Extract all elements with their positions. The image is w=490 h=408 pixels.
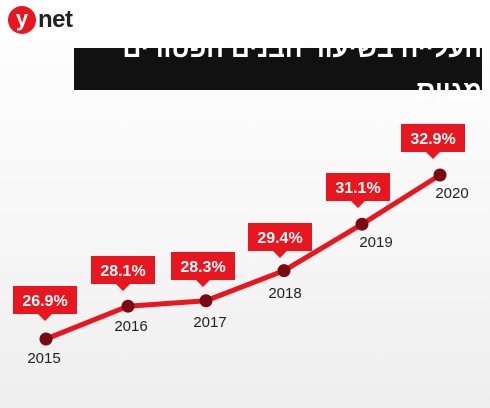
year-label-2018: 2018: [268, 285, 301, 302]
year-label-2019: 2019: [359, 234, 392, 251]
year-label-2015: 2015: [27, 350, 60, 367]
data-point-2015: [39, 332, 53, 346]
year-label-2020: 2020: [435, 185, 468, 202]
value-label-text: 32.9%: [410, 131, 455, 148]
year-label-2017: 2017: [193, 314, 226, 331]
data-point-2016: [121, 299, 135, 313]
data-point-2017: [199, 294, 213, 308]
value-label-2020: 32.9%: [401, 124, 465, 159]
data-point-2019: [355, 217, 369, 231]
value-label-box: [248, 223, 312, 258]
value-label-box: [401, 124, 465, 159]
data-point-2020: [433, 168, 447, 182]
logo-mark: y: [8, 6, 36, 34]
value-label-box: [91, 256, 155, 291]
value-label-text: 26.9%: [22, 293, 67, 310]
value-label-2018: 29.4%: [248, 223, 312, 258]
logo-text: net: [38, 6, 73, 33]
data-point-2018: [277, 264, 291, 278]
value-label-box: [13, 286, 77, 321]
series-line: [43, 172, 443, 342]
value-label-2019: 31.1%: [326, 173, 390, 208]
year-label-2016: 2016: [114, 318, 147, 335]
value-label-text: 31.1%: [335, 180, 380, 197]
value-label-2015: 26.9%: [13, 286, 77, 321]
value-label-2016: 28.1%: [91, 256, 155, 291]
value-label-text: 28.3%: [180, 259, 225, 276]
value-label-box: [171, 252, 235, 287]
value-label-text: 28.1%: [100, 263, 145, 280]
value-label-2017: 28.3%: [171, 252, 235, 287]
value-label-box: [326, 173, 390, 208]
value-label-text: 29.4%: [257, 230, 302, 247]
